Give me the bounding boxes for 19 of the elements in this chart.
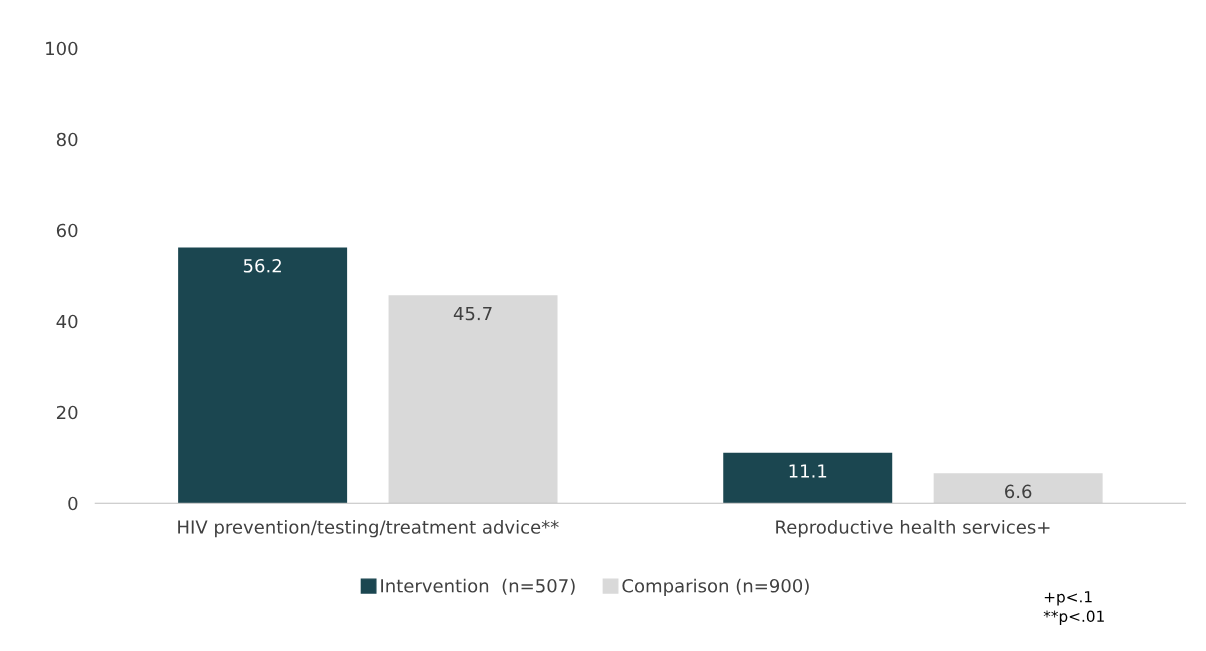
legend-label: Comparison (n=900) <box>622 578 809 597</box>
y-tick-label: 0 <box>68 496 78 511</box>
data-label: 45.7 <box>453 306 492 321</box>
x-tick-label: HIV prevention/testing/treatment advice** <box>178 519 559 538</box>
y-tick-label: 40 <box>56 314 78 329</box>
data-label: 11.1 <box>789 464 827 478</box>
legend-label: Intervention (n=507) <box>381 578 575 595</box>
x-tick-label: Reproductive health services+ <box>776 519 1050 538</box>
data-label: 6.6 <box>1005 484 1032 499</box>
bar <box>933 473 1103 504</box>
y-tick-label: 100 <box>46 41 78 56</box>
bar <box>388 295 558 504</box>
bar <box>723 452 893 504</box>
data-label: 56.2 <box>243 258 281 273</box>
y-tick-label: 20 <box>56 405 78 420</box>
y-tick-label: 80 <box>56 132 78 147</box>
text: +p<.1 **p<.01 <box>1043 591 1104 625</box>
bar <box>178 247 348 504</box>
y-tick-label: 60 <box>56 223 78 238</box>
